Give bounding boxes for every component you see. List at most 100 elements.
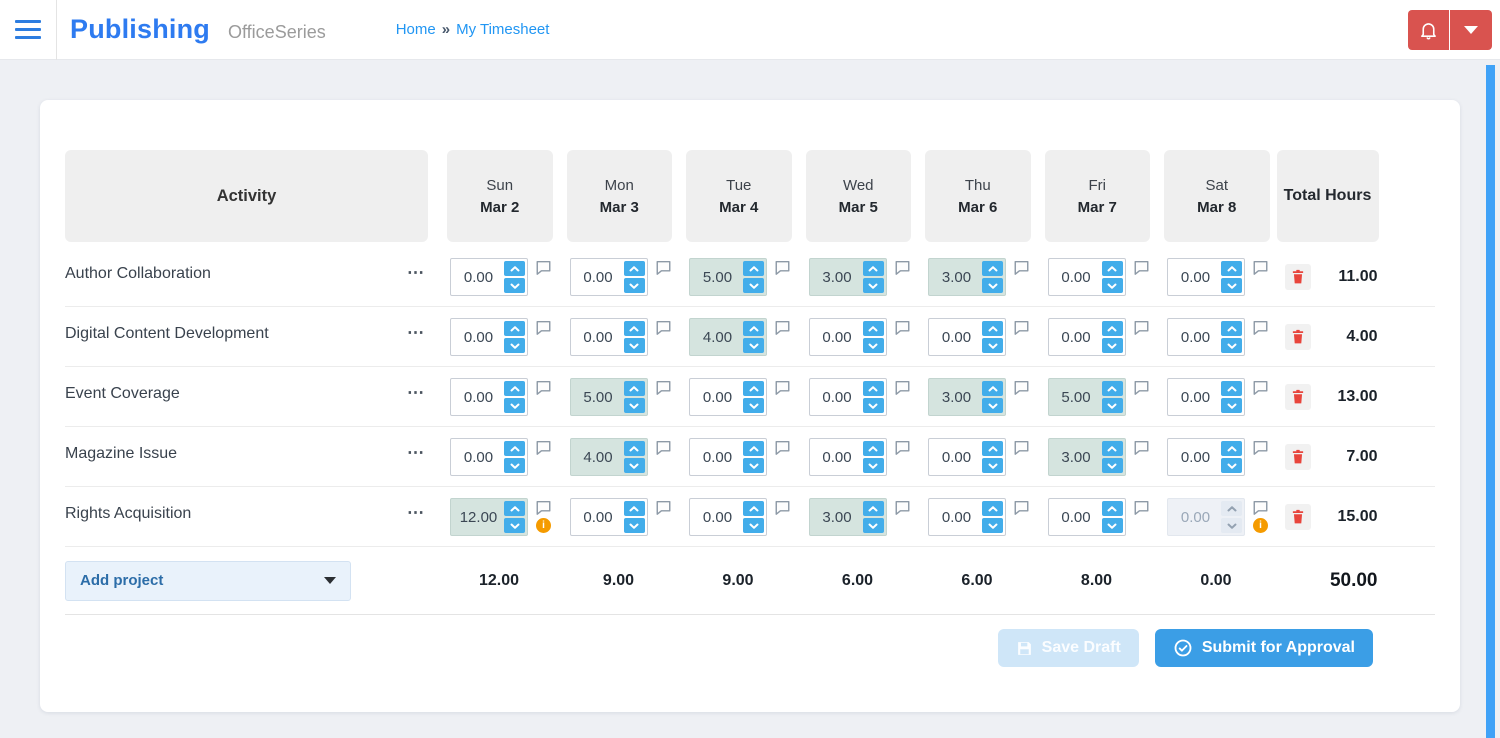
comment-icon[interactable] bbox=[1252, 440, 1269, 455]
spin-up-button[interactable] bbox=[982, 441, 1003, 456]
hours-input[interactable]: 0.00 bbox=[808, 438, 887, 476]
hours-input[interactable]: 5.00 bbox=[569, 378, 648, 416]
spin-up-button[interactable] bbox=[1221, 501, 1242, 516]
hours-value[interactable]: 5.00 bbox=[1061, 388, 1091, 406]
spin-up-button[interactable] bbox=[1221, 381, 1242, 396]
hours-value[interactable]: 0.00 bbox=[583, 268, 613, 286]
spin-up-button[interactable] bbox=[1221, 441, 1242, 456]
hours-value[interactable]: 0.00 bbox=[1180, 508, 1211, 526]
spin-up-button[interactable] bbox=[862, 501, 884, 516]
comment-icon[interactable] bbox=[1133, 320, 1150, 335]
hours-value[interactable]: 0.00 bbox=[822, 328, 852, 346]
comment-icon[interactable] bbox=[535, 500, 552, 515]
comment-icon[interactable] bbox=[894, 440, 911, 455]
spin-up-button[interactable] bbox=[623, 441, 645, 456]
spin-up-button[interactable] bbox=[862, 441, 884, 456]
comment-icon[interactable] bbox=[774, 500, 791, 515]
comment-icon[interactable] bbox=[1013, 500, 1030, 515]
hours-value[interactable]: 0.00 bbox=[822, 388, 852, 406]
hours-value[interactable]: 0.00 bbox=[1180, 268, 1211, 286]
hours-input[interactable]: 0.00 bbox=[450, 438, 528, 476]
hours-input[interactable]: 0.00 bbox=[450, 318, 528, 356]
hours-input[interactable]: 0.00 bbox=[1047, 498, 1126, 536]
hours-input[interactable]: 0.00 bbox=[1047, 258, 1126, 296]
hours-value[interactable]: 3.00 bbox=[941, 388, 972, 406]
hours-input[interactable]: 0.00 bbox=[569, 498, 648, 536]
hours-input[interactable]: 0.00 bbox=[689, 438, 767, 476]
spin-down-button[interactable] bbox=[862, 338, 884, 353]
hours-input[interactable]: 0.00 bbox=[928, 498, 1006, 536]
comment-icon[interactable] bbox=[1133, 260, 1150, 275]
hours-input[interactable]: 0.00 bbox=[689, 378, 767, 416]
spin-up-button[interactable] bbox=[743, 321, 764, 336]
hours-value[interactable]: 0.00 bbox=[702, 448, 733, 466]
hours-input[interactable]: 0.00 bbox=[808, 318, 887, 356]
spin-up-button[interactable] bbox=[1221, 321, 1242, 336]
breadcrumb-home-link[interactable]: Home bbox=[395, 21, 436, 38]
spin-down-button[interactable] bbox=[862, 398, 884, 413]
spin-up-button[interactable] bbox=[862, 321, 884, 336]
hours-input[interactable]: 0.00 bbox=[1167, 378, 1245, 416]
spin-up-button[interactable] bbox=[982, 321, 1003, 336]
spin-down-button[interactable] bbox=[623, 398, 645, 413]
notifications-button[interactable] bbox=[1408, 10, 1450, 50]
delete-row-button[interactable] bbox=[1284, 263, 1311, 290]
hours-value[interactable]: 0.00 bbox=[941, 448, 972, 466]
comment-icon[interactable] bbox=[535, 320, 552, 335]
spin-up-button[interactable] bbox=[504, 321, 525, 336]
hours-input[interactable]: 3.00 bbox=[808, 498, 887, 536]
comment-icon[interactable] bbox=[894, 260, 911, 275]
hours-input[interactable]: 0.00 bbox=[1167, 498, 1245, 536]
hours-input[interactable]: 0.00 bbox=[808, 378, 887, 416]
comment-icon[interactable] bbox=[535, 380, 552, 395]
spin-down-button[interactable] bbox=[982, 338, 1003, 353]
spin-down-button[interactable] bbox=[743, 458, 764, 473]
user-menu-button[interactable] bbox=[1450, 10, 1492, 50]
spin-up-button[interactable] bbox=[1101, 501, 1123, 516]
hours-value[interactable]: 0.00 bbox=[1180, 448, 1211, 466]
breadcrumb-current-link[interactable]: My Timesheet bbox=[456, 21, 550, 38]
comment-icon[interactable] bbox=[774, 260, 791, 275]
comment-icon[interactable] bbox=[894, 320, 911, 335]
spin-down-button[interactable] bbox=[862, 278, 884, 293]
spin-down-button[interactable] bbox=[982, 398, 1003, 413]
spin-down-button[interactable] bbox=[743, 278, 764, 293]
comment-icon[interactable] bbox=[1252, 500, 1269, 515]
hours-value[interactable]: 3.00 bbox=[1061, 448, 1091, 466]
comment-icon[interactable] bbox=[535, 260, 552, 275]
spin-up-button[interactable] bbox=[504, 261, 525, 276]
hours-input[interactable]: 5.00 bbox=[689, 258, 767, 296]
hours-input[interactable]: 0.00 bbox=[1167, 318, 1245, 356]
vertical-scrollbar[interactable] bbox=[1486, 65, 1495, 738]
hours-input[interactable]: 4.00 bbox=[569, 438, 648, 476]
spin-down-button[interactable] bbox=[982, 518, 1003, 533]
spin-up-button[interactable] bbox=[1101, 321, 1123, 336]
comment-icon[interactable] bbox=[894, 500, 911, 515]
spin-up-button[interactable] bbox=[862, 381, 884, 396]
hours-input[interactable]: 3.00 bbox=[928, 258, 1006, 296]
spin-down-button[interactable] bbox=[504, 458, 525, 473]
row-menu-button[interactable]: ⋯ bbox=[407, 442, 426, 462]
comment-icon[interactable] bbox=[535, 440, 552, 455]
spin-down-button[interactable] bbox=[623, 518, 645, 533]
spin-down-button[interactable] bbox=[743, 398, 764, 413]
hours-input[interactable]: 3.00 bbox=[928, 378, 1006, 416]
hours-value[interactable]: 3.00 bbox=[941, 268, 972, 286]
spin-down-button[interactable] bbox=[862, 458, 884, 473]
spin-up-button[interactable] bbox=[743, 501, 764, 516]
hours-input[interactable]: 0.00 bbox=[1047, 318, 1126, 356]
comment-icon[interactable] bbox=[774, 320, 791, 335]
spin-up-button[interactable] bbox=[862, 261, 884, 276]
hours-value[interactable]: 0.00 bbox=[1061, 328, 1091, 346]
spin-down-button[interactable] bbox=[1221, 278, 1242, 293]
spin-up-button[interactable] bbox=[623, 261, 645, 276]
spin-up-button[interactable] bbox=[504, 381, 525, 396]
comment-icon[interactable] bbox=[1133, 440, 1150, 455]
spin-up-button[interactable] bbox=[1101, 261, 1123, 276]
comment-icon[interactable] bbox=[1133, 500, 1150, 515]
hours-value[interactable]: 5.00 bbox=[583, 388, 613, 406]
spin-down-button[interactable] bbox=[504, 398, 525, 413]
delete-row-button[interactable] bbox=[1284, 503, 1311, 530]
spin-down-button[interactable] bbox=[504, 338, 525, 353]
hours-value[interactable]: 4.00 bbox=[583, 448, 613, 466]
